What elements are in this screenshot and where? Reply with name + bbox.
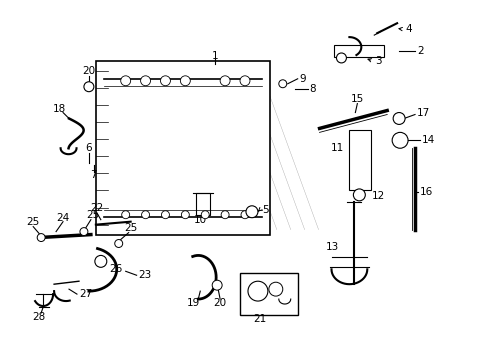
Text: 28: 28 bbox=[33, 312, 46, 322]
Text: 12: 12 bbox=[371, 191, 385, 201]
Text: 27: 27 bbox=[79, 289, 92, 299]
Text: 23: 23 bbox=[138, 270, 152, 280]
Text: 20: 20 bbox=[82, 66, 95, 76]
Text: 20: 20 bbox=[213, 298, 226, 308]
Circle shape bbox=[247, 281, 267, 301]
Bar bbox=[96, 61, 269, 235]
Text: 10: 10 bbox=[193, 215, 206, 225]
Text: 21: 21 bbox=[253, 314, 266, 324]
Text: 25: 25 bbox=[26, 217, 40, 227]
Text: 26: 26 bbox=[108, 264, 122, 274]
Bar bbox=[349, 130, 370, 190]
Circle shape bbox=[161, 211, 169, 219]
Text: 24: 24 bbox=[56, 213, 69, 223]
Bar bbox=[196, 193, 210, 215]
Circle shape bbox=[220, 76, 230, 86]
Text: 2: 2 bbox=[416, 46, 423, 56]
Circle shape bbox=[115, 239, 122, 247]
Text: 18: 18 bbox=[52, 104, 65, 113]
Text: 13: 13 bbox=[325, 243, 339, 252]
Text: 3: 3 bbox=[374, 56, 381, 66]
Circle shape bbox=[95, 255, 106, 267]
Text: 9: 9 bbox=[299, 74, 305, 84]
Text: 16: 16 bbox=[419, 187, 432, 197]
Text: 25: 25 bbox=[124, 222, 137, 233]
Circle shape bbox=[142, 211, 149, 219]
Circle shape bbox=[160, 76, 170, 86]
Circle shape bbox=[241, 211, 248, 219]
Text: 8: 8 bbox=[309, 84, 316, 94]
Circle shape bbox=[201, 211, 209, 219]
Circle shape bbox=[392, 113, 404, 125]
Text: 25: 25 bbox=[86, 210, 99, 220]
Circle shape bbox=[391, 132, 407, 148]
Circle shape bbox=[84, 82, 94, 92]
Circle shape bbox=[268, 282, 282, 296]
Text: 7: 7 bbox=[90, 170, 97, 180]
Text: 19: 19 bbox=[186, 298, 200, 308]
Circle shape bbox=[245, 206, 257, 218]
Text: 4: 4 bbox=[404, 24, 411, 34]
Circle shape bbox=[353, 189, 365, 201]
Circle shape bbox=[212, 280, 222, 290]
Text: 17: 17 bbox=[416, 108, 429, 117]
Bar bbox=[334, 45, 384, 57]
Circle shape bbox=[336, 53, 346, 63]
Circle shape bbox=[80, 228, 88, 235]
Text: 14: 14 bbox=[421, 135, 434, 145]
Text: 22: 22 bbox=[90, 203, 103, 213]
Bar bbox=[240, 273, 297, 315]
Circle shape bbox=[221, 211, 228, 219]
Circle shape bbox=[180, 76, 190, 86]
Text: 6: 6 bbox=[85, 143, 92, 153]
Circle shape bbox=[240, 76, 249, 86]
Text: 15: 15 bbox=[350, 94, 363, 104]
Circle shape bbox=[181, 211, 189, 219]
Circle shape bbox=[37, 234, 45, 242]
Circle shape bbox=[141, 76, 150, 86]
Text: 5: 5 bbox=[262, 205, 268, 215]
Circle shape bbox=[122, 211, 129, 219]
Circle shape bbox=[278, 80, 286, 88]
Circle shape bbox=[121, 76, 130, 86]
Text: 11: 11 bbox=[330, 143, 344, 153]
Text: 1: 1 bbox=[211, 51, 218, 61]
